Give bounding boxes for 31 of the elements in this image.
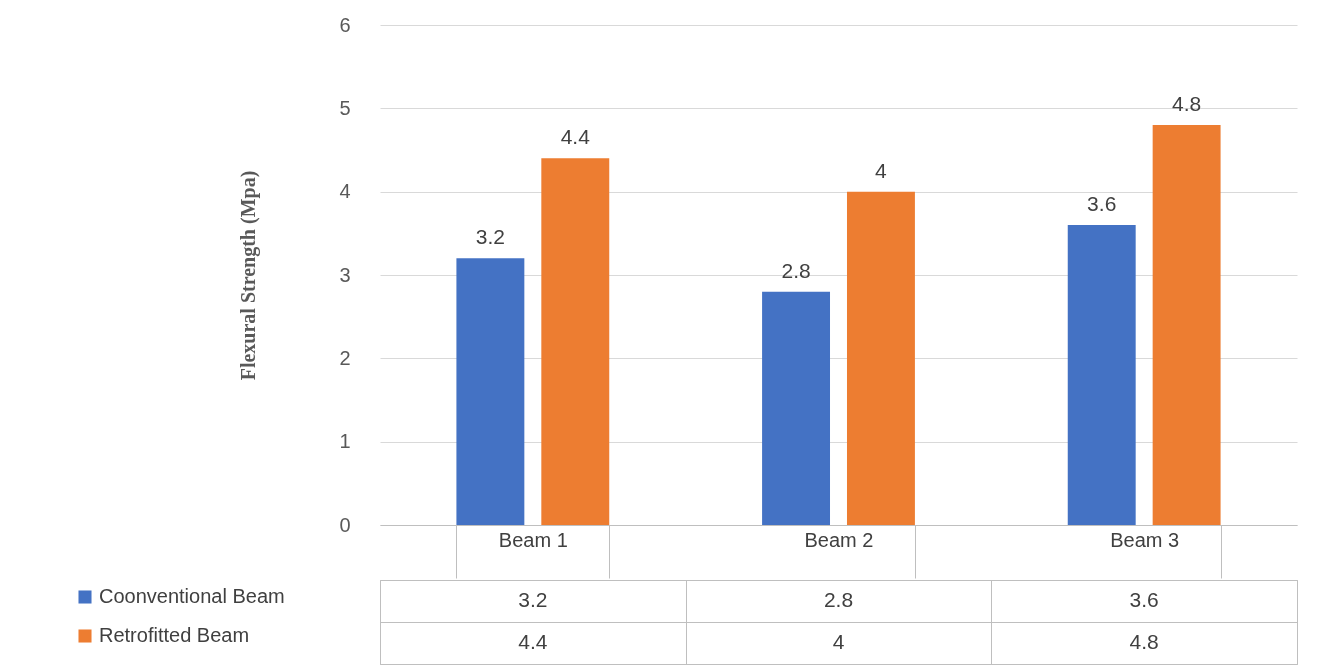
text: 2.8 (781, 258, 811, 282)
text: 3.6 (1087, 192, 1117, 215)
x-tick-label: Beam 2 (804, 528, 874, 551)
bar (541, 158, 610, 525)
y-tick-label: 6 (339, 13, 351, 36)
y-tick-label: 2 (339, 346, 351, 369)
bar (762, 291, 831, 525)
legend-label: Coonventional Beam (99, 585, 285, 607)
text: 4.4 (560, 125, 590, 149)
legend-label: Retrofitted Beam (99, 624, 250, 646)
bar (1067, 225, 1136, 525)
bar (456, 258, 525, 525)
data-label: 2.8 (823, 588, 854, 611)
data-label: 4.4 (518, 630, 548, 653)
y-tick-label: 0 (339, 513, 351, 536)
text: 4.8 (1172, 92, 1202, 115)
data-label: 4.8 (1129, 630, 1159, 653)
x-tick-label: Beam 3 (1110, 528, 1180, 551)
y-tick-label: 1 (339, 430, 351, 453)
data-label: 4 (832, 630, 845, 653)
bar (846, 191, 915, 525)
data-label: 3.6 (1129, 588, 1159, 611)
y-tick-label: 5 (339, 96, 351, 119)
bar (1152, 125, 1221, 525)
y-tick-label: 3 (339, 263, 351, 286)
y-tick-label: 4 (339, 180, 351, 203)
x-tick-label: Beam 1 (498, 528, 568, 551)
text: 4 (875, 158, 887, 182)
data-label: 3.2 (518, 588, 548, 611)
y-axis-title: Flexural Strength (Mpa) (237, 170, 261, 381)
text: 3.2 (475, 225, 505, 249)
